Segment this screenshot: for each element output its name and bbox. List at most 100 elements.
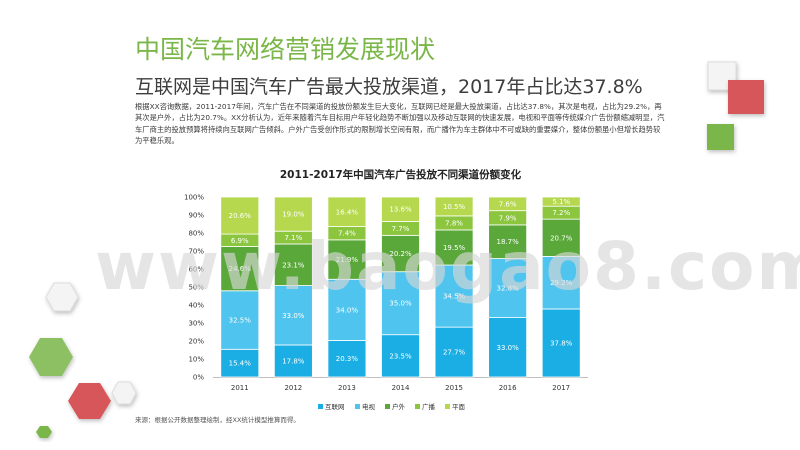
x-tick-label: 2016	[499, 384, 517, 392]
data-label: 6.9%	[231, 237, 249, 245]
data-label: 37.8%	[550, 339, 573, 347]
legend-swatch	[318, 404, 323, 409]
x-tick-label: 2013	[338, 384, 356, 392]
page-subtitle: 互联网是中国汽车广告最大投放渠道，2017年占比达37.8%	[135, 76, 643, 98]
data-label: 33.0%	[497, 344, 520, 352]
bar-segment	[273, 196, 313, 232]
data-label: 29.2%	[550, 279, 573, 287]
bar-segment	[327, 239, 367, 280]
bar-segment	[434, 264, 474, 328]
bar-segment	[220, 196, 260, 235]
data-label: 16.4%	[336, 208, 359, 216]
y-tick-label: 30%	[188, 320, 204, 328]
deco-square-red	[728, 80, 764, 114]
data-label: 20.7%	[550, 234, 573, 242]
data-label: 10.5%	[443, 203, 466, 211]
source-note: 来源：根据公开数据整理绘制，经XX统计模型推算而得。	[135, 416, 300, 424]
bar-segment	[381, 334, 420, 378]
data-label: 7.7%	[392, 225, 410, 233]
page-title: 中国汽车网络营销发展现状	[135, 35, 436, 64]
bar-segment	[327, 196, 367, 227]
y-tick-label: 90%	[188, 212, 204, 220]
data-label: 7.4%	[338, 230, 356, 238]
data-label: 33.0%	[282, 312, 305, 320]
bar-segment	[434, 196, 474, 217]
data-label: 34.0%	[336, 306, 359, 314]
data-label: 7.8%	[445, 219, 463, 227]
data-label: 7.9%	[499, 214, 517, 222]
bar-segment	[381, 196, 420, 222]
y-tick-label: 80%	[188, 230, 204, 238]
data-label: 24.6%	[229, 265, 252, 273]
x-tick-label: 2017	[552, 384, 570, 392]
deco-hexagon-red	[68, 383, 111, 419]
bar-segment	[220, 348, 260, 378]
analysis-paragraph: 根据XX咨询数据，2011-2017年间，汽车广告在不同渠道的投放份额发生巨大变…	[135, 102, 665, 146]
bar-segment	[273, 344, 313, 378]
legend-swatch	[385, 404, 390, 409]
data-label: 20.6%	[229, 212, 252, 220]
bar-segment	[327, 340, 367, 378]
bar-segment	[488, 317, 528, 378]
bar-segment	[220, 246, 260, 292]
x-tick-label: 2012	[284, 384, 302, 392]
bar-segment	[541, 308, 581, 378]
bar-segment	[541, 196, 581, 207]
data-label: 35.0%	[389, 300, 412, 308]
deco-hexagon-green-large	[29, 338, 73, 376]
data-label: 7.2%	[552, 209, 570, 217]
legend-label: 平面	[452, 403, 466, 411]
legend-label: 电视	[362, 402, 376, 411]
y-tick-label: 10%	[188, 356, 204, 364]
data-label: 5.1%	[552, 198, 570, 206]
deco-hexagon-white-small	[111, 381, 137, 405]
y-tick-label: 70%	[188, 248, 204, 256]
bar-segment	[488, 258, 528, 318]
bar-segment	[488, 196, 528, 212]
bar-segment	[381, 234, 420, 273]
data-label: 34.5%	[443, 293, 466, 301]
data-label: 17.8%	[282, 357, 305, 365]
chart-title: 2011-2017年中国汽车广告投放不同渠道份额变化	[280, 168, 522, 181]
data-label: 27.7%	[443, 349, 466, 357]
data-label: 23.5%	[389, 352, 412, 360]
data-label: 32.5%	[229, 317, 252, 325]
data-label: 21.9%	[336, 256, 359, 264]
legend-label: 互联网	[325, 402, 345, 411]
data-label: 32.8%	[497, 285, 520, 293]
y-tick-label: 20%	[188, 338, 204, 346]
x-tick-label: 2011	[231, 384, 249, 392]
bar-segment	[541, 218, 581, 257]
y-tick-label: 40%	[188, 302, 204, 310]
data-label: 19.5%	[443, 244, 466, 252]
bar-segment	[434, 326, 474, 378]
x-tick-label: 2014	[392, 384, 410, 392]
deco-square-white	[707, 61, 737, 91]
data-label: 23.1%	[282, 261, 305, 269]
data-label: 7.1%	[284, 234, 302, 242]
legend-swatch	[355, 404, 360, 409]
legend-swatch	[445, 404, 450, 409]
y-tick-label: 60%	[188, 266, 204, 274]
bar-segment	[434, 229, 474, 266]
legend-label: 广播	[422, 402, 436, 411]
bar-segment	[327, 278, 367, 341]
bar-segment	[541, 255, 581, 310]
legend-swatch	[415, 404, 420, 409]
bar-segment	[220, 290, 260, 350]
bar-segment	[381, 271, 420, 336]
y-tick-label: 50%	[188, 284, 204, 292]
data-label: 19.0%	[282, 211, 305, 219]
deco-hexagon-green-small	[36, 426, 52, 438]
data-label: 15.4%	[229, 360, 252, 368]
bar-segment	[273, 243, 313, 286]
deco-square-green	[707, 124, 734, 150]
data-label: 7.6%	[499, 200, 517, 208]
legend-label: 户外	[392, 402, 406, 411]
data-label: 20.2%	[389, 250, 412, 258]
deco-hexagon-white	[45, 282, 79, 312]
y-tick-label: 100%	[184, 194, 204, 202]
y-tick-label: 0%	[193, 374, 204, 382]
